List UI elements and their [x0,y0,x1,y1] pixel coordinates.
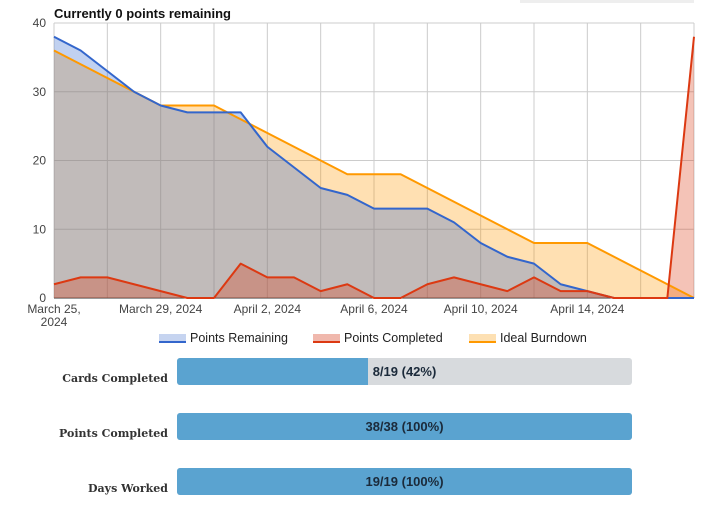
line-points-completed [53,36,695,299]
progress-fill [177,468,632,495]
chart-legend: Points Remaining Points Completed Ideal … [0,331,724,349]
progress-fill [177,358,369,385]
x-tick-label: April 6, 2024 [340,302,408,316]
burndown-chart: 0 10 20 30 40 March 25, 2024 March 29, 2024 Apri… [27,16,695,329]
legend-swatch-points-remaining [159,333,186,343]
y-tick-label: 40 [33,16,47,30]
progress-bar: 38/38 (100%) [177,413,632,440]
progress-text: 8/19 (42%) [372,364,437,379]
y-tick-label: 20 [33,154,47,168]
progress-label: Days Worked [88,482,168,495]
progress-text: 38/38 (100%) [365,419,444,434]
legend-item-ideal-burndown[interactable]: Ideal Burndown [469,331,587,345]
legend-label: Ideal Burndown [500,331,587,345]
legend-swatch-points-completed [313,333,340,343]
chart-title: Currently 0 points remaining [54,6,231,21]
progress-fill [177,413,632,440]
x-tick-label: April 2, 2024 [234,302,302,316]
x-tick-label: April 14, 2024 [550,302,624,316]
x-tick-label: March 25, 2024 [27,302,80,329]
legend-label: Points Remaining [190,331,288,345]
progress-row-days-worked: Days Worked 19/19 (100%) [0,468,724,498]
progress-label: Points Completed [59,427,168,440]
y-tick-label: 10 [33,222,47,236]
x-tick-label: March 29, 2024 [119,302,203,316]
y-tick-label: 30 [33,85,47,99]
x-tick-label: April 10, 2024 [444,302,518,316]
progress-label: Cards Completed [62,372,168,385]
progress-bar: 8/19 (42%) [177,358,632,385]
legend-label: Points Completed [344,331,443,345]
y-tick-label: 0 [39,291,46,305]
progress-row-points-completed: Points Completed 38/38 (100%) [0,413,724,443]
area-points-remaining [54,36,694,298]
progress-text: 19/19 (100%) [365,474,444,489]
legend-swatch-ideal-burndown [469,333,496,343]
legend-item-points-remaining[interactable]: Points Remaining [159,331,288,345]
legend-item-points-completed[interactable]: Points Completed [313,331,443,345]
top-strip [520,0,694,3]
progress-bar: 19/19 (100%) [177,468,632,495]
progress-row-cards-completed: Cards Completed 8/19 (42%) [0,358,724,388]
